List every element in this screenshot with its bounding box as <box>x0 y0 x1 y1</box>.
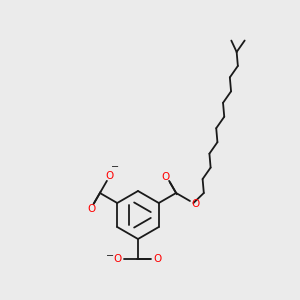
Text: O: O <box>154 254 162 264</box>
Text: O: O <box>191 199 199 209</box>
Text: −: − <box>111 163 119 172</box>
Text: O: O <box>106 171 114 181</box>
Text: O: O <box>88 204 96 214</box>
Text: −: − <box>106 251 114 261</box>
Text: O: O <box>114 254 122 264</box>
Text: O: O <box>161 172 170 182</box>
